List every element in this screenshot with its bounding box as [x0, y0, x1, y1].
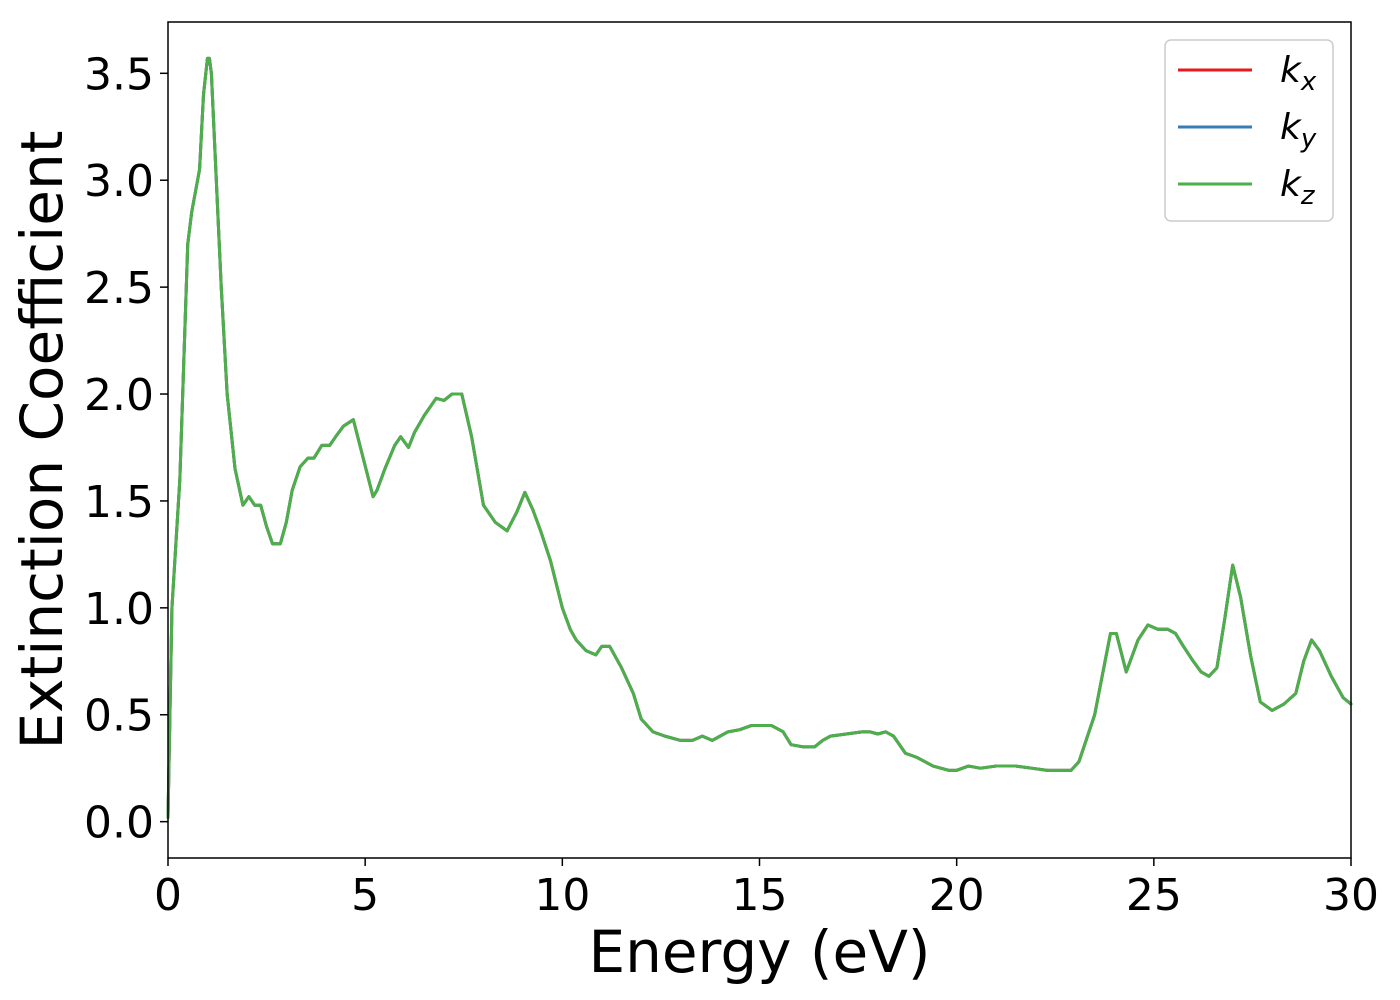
legend-label-ky: ky — [1280, 107, 1317, 154]
y-axis-title: Extinction Coefficient — [8, 131, 76, 750]
y-tick-label: 0.5 — [84, 691, 154, 742]
y-tick-label: 1.0 — [84, 584, 154, 635]
x-axis-title: Energy (eV) — [588, 918, 930, 986]
series-line-kz — [166, 56, 1353, 819]
x-tick-label: 20 — [929, 870, 985, 921]
x-axis: 0 5 10 15 20 25 30 — [154, 858, 1379, 921]
x-tick-label: 0 — [154, 870, 182, 921]
y-tick-label: 3.0 — [84, 156, 154, 207]
x-tick-label: 10 — [534, 870, 590, 921]
y-tick-label: 2.0 — [84, 370, 154, 421]
legend-box — [1164, 39, 1334, 222]
legend-label-kx: kx — [1280, 50, 1317, 97]
y-tick-label: 1.5 — [84, 477, 154, 528]
x-tick-label: 15 — [732, 870, 788, 921]
y-axis: 0.0 0.5 1.0 1.5 2.0 2.5 3.0 3.5 — [84, 49, 168, 849]
x-tick-label: 25 — [1126, 870, 1182, 921]
series-layer — [166, 56, 1353, 819]
y-tick-label: 3.5 — [84, 49, 154, 100]
y-tick-label: 0.0 — [84, 798, 154, 849]
y-tick-label: 2.5 — [84, 263, 154, 314]
legend: kx ky kz — [1164, 39, 1334, 222]
x-tick-label: 5 — [351, 870, 379, 921]
x-tick-label: 30 — [1323, 870, 1379, 921]
legend-label-kz: kz — [1280, 164, 1316, 211]
